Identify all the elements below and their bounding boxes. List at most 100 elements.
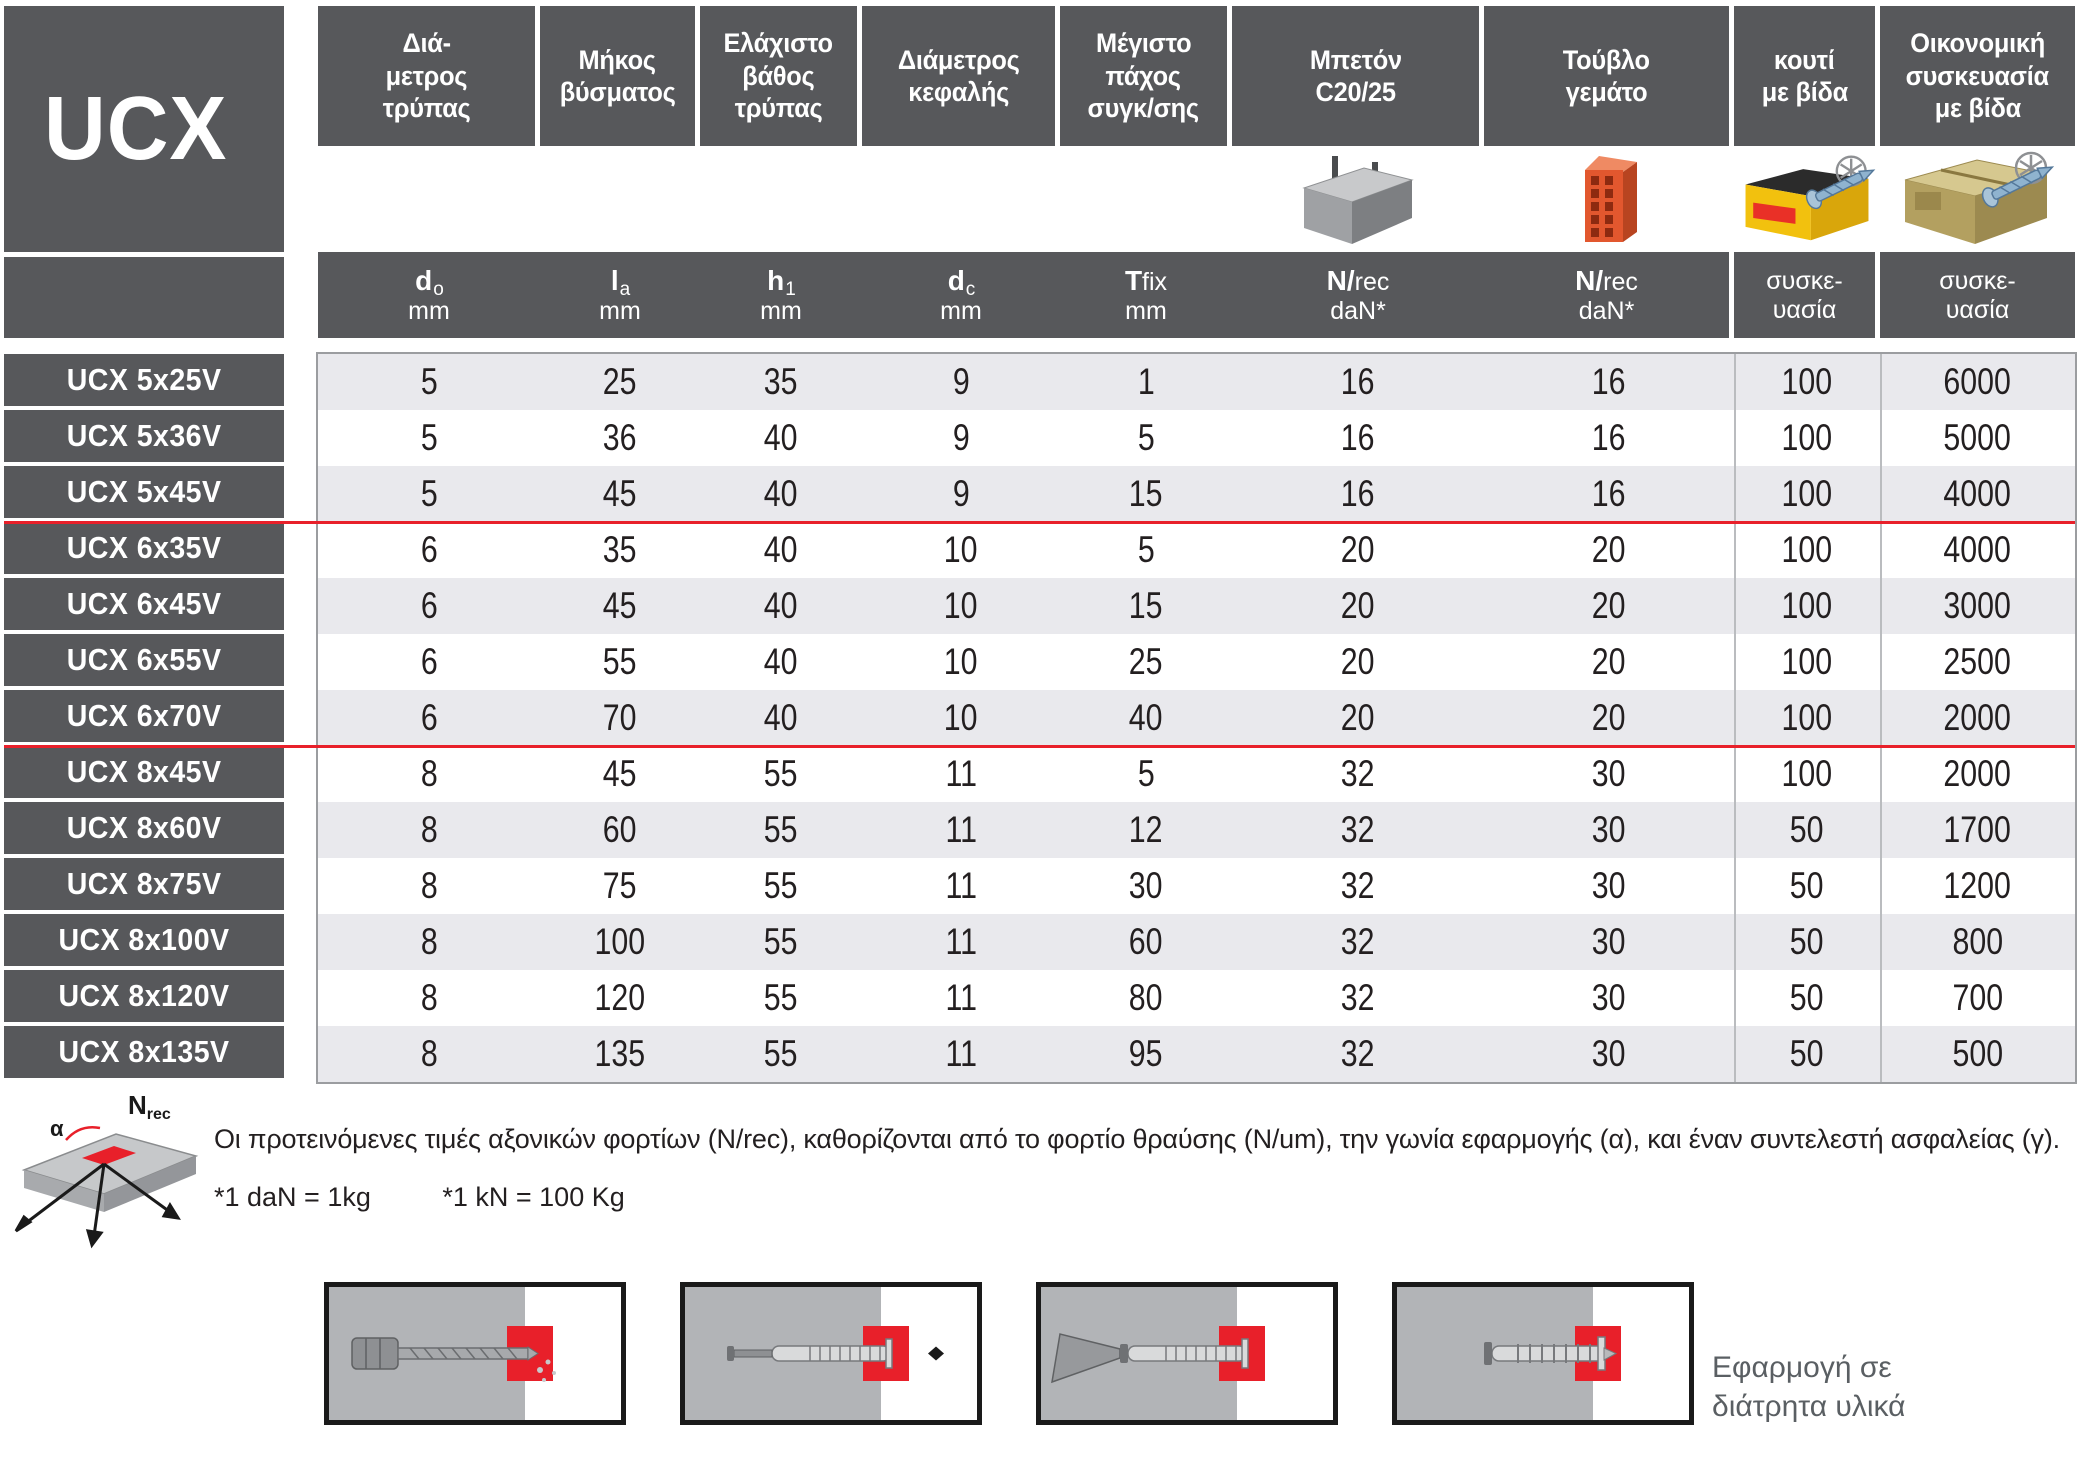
unit-header-brick-solid: N/rec daN* — [1484, 252, 1734, 338]
installation-step-screwing-illustration — [1036, 1282, 1338, 1425]
cell-concrete-c20-25: 20 — [1341, 529, 1375, 570]
note-line1: Οι προτεινόμενες τιμές αξονικών φορτίων … — [214, 1124, 2060, 1154]
cell-box-with-screw: 100 — [1781, 641, 1833, 682]
installation-step-drilling-illustration — [324, 1282, 626, 1425]
cell-economy-pack-with-screw: 6000 — [1880, 354, 2075, 410]
cell-economy-pack-with-screw: 2500 — [1943, 641, 2012, 682]
load-arrows — [14, 1162, 181, 1249]
cell-economy-pack-with-screw: 500 — [1880, 1026, 2075, 1082]
cell-plug-length: 45 — [603, 753, 637, 794]
row-label: UCX 6x55V — [4, 634, 284, 690]
cell-max-fixture-thickness: 25 — [1129, 641, 1163, 682]
product-title-box: UCX — [4, 6, 284, 252]
cell-box-with-screw: 100 — [1734, 354, 1880, 410]
note-kn: *1 kN = 100 Kg — [442, 1182, 625, 1212]
cell-min-hole-depth: 40 — [700, 466, 862, 522]
row-label: UCX 5x45V — [4, 466, 284, 522]
cell-brick-solid: 30 — [1592, 753, 1626, 794]
cell-hole-diameter: 8 — [420, 977, 438, 1018]
note-text: Οι προτεινόμενες τιμές αξονικών φορτίων … — [214, 1124, 2089, 1155]
caption-line1: Εφαρμογή σε — [1712, 1351, 1892, 1384]
cell-box-with-screw: 50 — [1734, 914, 1880, 970]
cell-brick-solid: 16 — [1484, 466, 1734, 522]
cell-min-hole-depth: 55 — [700, 914, 862, 970]
caption-line2: διάτρητα υλικά — [1712, 1390, 1906, 1423]
cell-plug-length: 55 — [603, 641, 637, 682]
cell-min-hole-depth: 40 — [700, 690, 862, 746]
cell-box-with-screw: 100 — [1781, 529, 1833, 570]
column-header-max-fixture-thickness: Μέγιστο πάχος συγκ/σης — [1060, 6, 1232, 146]
cell-max-fixture-thickness: 12 — [1060, 802, 1232, 858]
cell-head-diameter: 10 — [944, 641, 978, 682]
cell-max-fixture-thickness: 80 — [1129, 977, 1163, 1018]
cell-head-diameter: 9 — [952, 417, 970, 458]
cell-brick-solid: 16 — [1592, 417, 1626, 458]
cell-min-hole-depth: 40 — [764, 641, 798, 682]
cell-plug-length: 100 — [540, 914, 700, 970]
cell-concrete-c20-25: 20 — [1341, 641, 1375, 682]
cell-min-hole-depth: 55 — [764, 865, 798, 906]
cell-hole-diameter: 6 — [318, 578, 540, 634]
cell-brick-solid: 30 — [1592, 977, 1626, 1018]
cell-brick-solid: 30 — [1484, 914, 1734, 970]
cell-economy-pack-with-screw: 4000 — [1880, 466, 2075, 522]
cell-max-fixture-thickness: 30 — [1129, 865, 1163, 906]
cell-brick-solid: 20 — [1592, 641, 1626, 682]
cell-economy-pack-with-screw: 4000 — [1943, 529, 2012, 570]
cell-economy-pack-with-screw: 5000 — [1943, 417, 2012, 458]
cell-economy-pack-with-screw: 1200 — [1943, 865, 2012, 906]
column-header-plug-length: Μήκος βύσματος — [540, 6, 700, 146]
row-label: UCX 8x135V — [4, 1026, 284, 1082]
economy-pack-with-screw-icon — [1880, 146, 2075, 252]
installation-step-finished-illustration — [1392, 1282, 1694, 1425]
cell-hole-diameter: 6 — [318, 690, 540, 746]
column-header-head-diameter: Διάμετρος κεφαλής — [862, 6, 1060, 146]
cell-min-hole-depth: 40 — [700, 578, 862, 634]
unit-header-box-with-screw: συσκε-υασία — [1734, 252, 1880, 338]
cell-economy-pack-with-screw: 3000 — [1880, 578, 2075, 634]
cell-hole-diameter: 8 — [420, 753, 438, 794]
box-with-screw-icon — [1734, 146, 1880, 252]
unit-header-hole-diameter: do mm — [318, 252, 540, 338]
cell-box-with-screw: 50 — [1734, 1026, 1880, 1082]
note-formula: [Nrec = Num / γ] — [2088, 1124, 2089, 1154]
cell-plug-length: 25 — [540, 354, 700, 410]
cell-brick-solid: 30 — [1592, 865, 1626, 906]
product-title: UCX — [44, 78, 228, 179]
column-header-brick-solid: Τούβλο γεμάτο — [1484, 6, 1734, 146]
cell-box-with-screw: 100 — [1734, 690, 1880, 746]
cell-plug-length: 45 — [540, 466, 700, 522]
cell-brick-solid: 20 — [1484, 690, 1734, 746]
column-header-min-hole-depth: Ελάχιστο βάθος τρύπας — [700, 6, 862, 146]
cell-head-diameter: 9 — [862, 354, 1060, 410]
cell-head-diameter: 11 — [862, 914, 1060, 970]
row-label: UCX 8x120V — [4, 970, 284, 1026]
cell-hole-diameter: 8 — [318, 914, 540, 970]
column-header-hole-diameter: Διά-μετρος τρύπας — [318, 6, 540, 146]
cell-head-diameter: 10 — [944, 529, 978, 570]
cell-head-diameter: 10 — [862, 690, 1060, 746]
unit-conversion-note: *1 daN = 1kg *1 kN = 100 Kg — [214, 1182, 625, 1213]
cell-concrete-c20-25: 16 — [1232, 466, 1484, 522]
installation-step-insert-illustration — [680, 1282, 982, 1425]
cell-max-fixture-thickness: 60 — [1060, 914, 1232, 970]
cell-box-with-screw: 50 — [1790, 977, 1824, 1018]
cell-max-fixture-thickness: 15 — [1060, 578, 1232, 634]
cell-hole-diameter: 6 — [420, 529, 438, 570]
cell-head-diameter: 10 — [862, 578, 1060, 634]
cell-hole-diameter: 6 — [420, 641, 438, 682]
cell-plug-length: 135 — [540, 1026, 700, 1082]
cell-head-diameter: 11 — [862, 802, 1060, 858]
cell-economy-pack-with-screw: 2000 — [1943, 753, 2012, 794]
cell-max-fixture-thickness: 40 — [1060, 690, 1232, 746]
column-header-economy-pack-with-screw: Οικονομική συσκευασία με βίδα — [1880, 6, 2075, 146]
row-label: UCX 8x60V — [4, 802, 284, 858]
cell-plug-length: 35 — [603, 529, 637, 570]
cell-hole-diameter: 5 — [420, 417, 438, 458]
cell-box-with-screw: 100 — [1781, 753, 1833, 794]
row-label: UCX 6x45V — [4, 578, 284, 634]
nrec-load-diagram: α Nrec — [6, 1090, 212, 1255]
cell-concrete-c20-25: 20 — [1232, 690, 1484, 746]
slab-illustration — [21, 1126, 199, 1212]
row-label: UCX 6x70V — [4, 690, 284, 746]
